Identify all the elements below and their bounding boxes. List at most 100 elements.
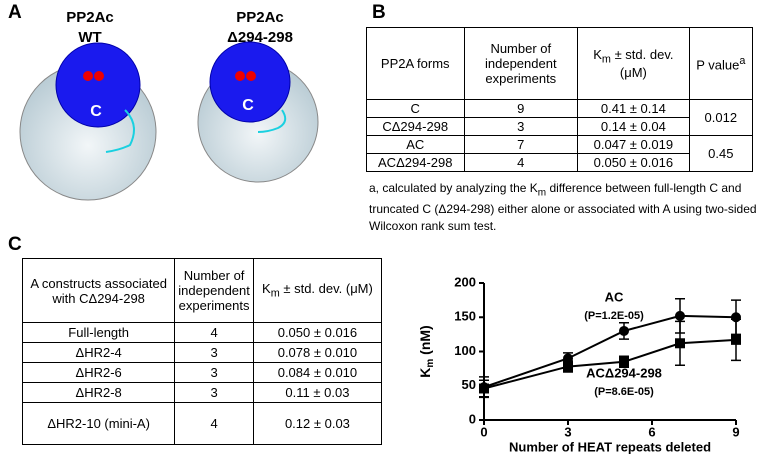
diagram-title: PP2Ac [66,9,114,26]
cell: ΔHR2-8 [21,382,176,403]
cell: 0.41 ± 0.14 [577,99,690,118]
header-row: PP2A forms Number of independent experime… [366,27,754,100]
cell: 4 [463,153,579,172]
cell: ΔHR2-10 (mini-A) [21,402,176,445]
diagram-subtitle: Δ294-298 [227,29,293,46]
cell: 0.14 ± 0.04 [577,117,690,136]
c-subunit [55,42,141,128]
cell: 7 [463,135,579,154]
y-label-text: K [417,368,433,378]
p-value: 0.012 [688,99,754,136]
header-text: P value [696,57,740,73]
c-subunit [209,41,291,123]
cell: 3 [463,117,579,136]
footnote-text: a, calculated by analyzing the K [369,181,538,195]
table-c: A constructs associated with CΔ294-298 Nu… [21,258,383,445]
cell: 4 [174,322,254,343]
marker [563,361,573,372]
tail [105,109,135,153]
diagram-title: PP2Ac [236,9,284,26]
cell: 0.047 ± 0.019 [577,135,690,154]
marker [731,334,741,345]
y-label-sub: m [425,359,436,368]
subunit-label: C [90,103,102,120]
panel-label: A [8,2,22,23]
footnote-text: difference between full-length C and tru… [369,181,757,234]
footnote-sub: m [537,187,547,199]
cell: 0.12 ± 0.03 [252,402,383,445]
cell: AC [366,135,465,154]
header-text: K [593,46,602,62]
cell: 0.050 ± 0.016 [577,153,690,172]
row: ΔHR2-6 3 0.084 ± 0.010 [21,362,383,383]
header-sub: m [270,287,280,300]
header-cell: Km ± std. dev. (μM) [252,258,383,323]
marker [675,338,685,349]
header-cell: PP2A forms [366,27,465,100]
series-line [483,338,737,390]
header-text: Number of independent experiments [485,41,557,86]
row: Full-length 4 0.050 ± 0.016 [21,322,383,343]
cell: ACΔ294-298 [366,153,465,172]
metal [246,71,256,81]
subunit-label: C [242,97,254,114]
marker [619,325,629,336]
cell: 9 [463,99,579,118]
row: ΔHR2-10 (mini-A) 4 0.12 ± 0.03 [21,402,383,445]
cell: CΔ294-298 [366,117,465,136]
y-label-text: (nM) [417,325,433,358]
p-value: 0.45 [688,135,754,172]
header-cell: Number of independent experiments [174,258,254,323]
x-axis-label: Number of HEAT repeats deleted [509,439,711,454]
cell: 0.084 ± 0.010 [252,362,383,383]
header-sub: m [601,53,611,66]
header-text: PP2A forms [380,56,450,71]
x-tick-label: 6 [648,424,655,439]
marker [479,383,489,394]
metal [83,71,93,81]
series-note: (P=8.6E-05) [594,386,654,398]
diagram-subtitle: WT [78,29,101,46]
footnote: a, calculated by analyzing the Km differ… [369,180,761,235]
header-text: ± std. dev. (μM) [279,281,373,297]
x-tick-label: 0 [480,424,487,439]
header-text: ± std. dev. (μM) [610,46,674,81]
cell: 0.078 ± 0.010 [252,342,383,363]
header-cell: P valuea [688,27,754,100]
table-b: PP2A forms Number of independent experime… [366,27,754,172]
row: C 9 0.41 ± 0.14 0.012 [366,99,754,136]
wt-diagram: PP2Ac WT C [19,9,157,201]
cell: Full-length [21,322,176,343]
row: ΔHR2-8 3 0.11 ± 0.03 [21,382,383,403]
cell: 4 [174,402,254,445]
cell: ΔHR2-4 [21,342,176,363]
metal [235,71,245,81]
series-note: (P=1.2E-05) [584,310,644,322]
header-sup: a [739,54,746,67]
header-row: A constructs associated with CΔ294-298 Nu… [21,258,383,323]
tail [257,109,287,133]
x-tick-label: 3 [564,424,571,439]
panel-label: B [372,2,386,23]
header-text: K [262,281,271,297]
cell: 3 [174,382,254,403]
series-name: AC [605,289,624,304]
y-tick-label: 50 [462,377,476,392]
row: AC 7 0.047 ± 0.019 0.45 [366,135,754,172]
panel-label: C [8,234,22,255]
row: CΔ294-298 3 0.14 ± 0.04 [366,117,753,136]
mutant-diagram: PP2Ac Δ294-298 C [197,9,319,183]
cell: 3 [174,342,254,363]
series-name: ACΔ294-298 [586,365,662,380]
row: ACΔ294-298 4 0.050 ± 0.016 [366,153,753,172]
marker [675,310,685,321]
y-tick-label: 150 [454,309,476,324]
y-tick-label: 200 [454,274,476,289]
y-tick-label: 0 [469,411,476,426]
header-text: Number of independent experiments [178,268,250,313]
chart: 0 50 100 150 200 0 3 6 9 Number of HEAT repeats d… [417,274,741,454]
y-axis-label: Km (nM) [417,325,436,377]
cell: ΔHR2-6 [21,362,176,383]
